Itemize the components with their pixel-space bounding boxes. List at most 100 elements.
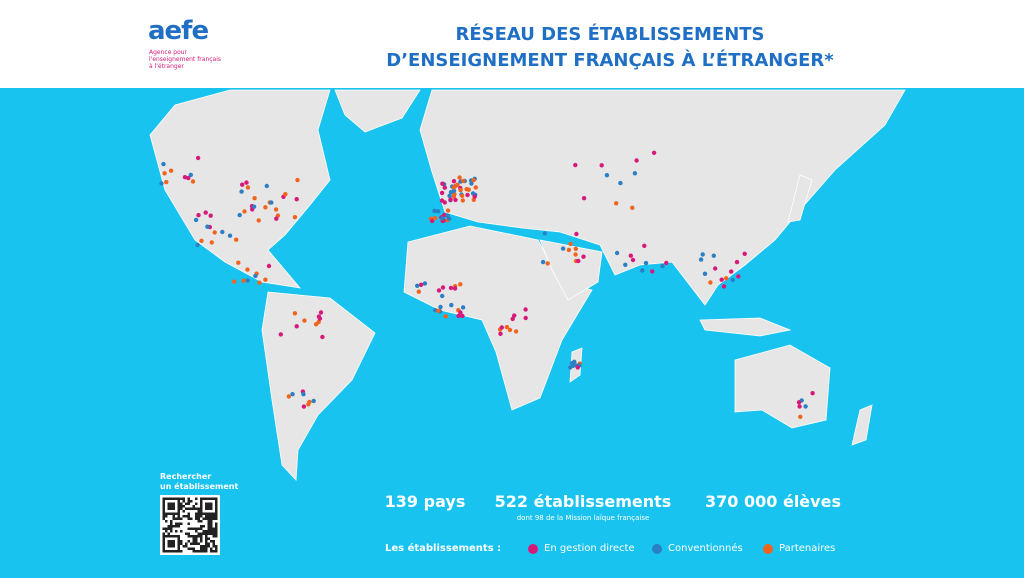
qr-module — [172, 507, 175, 510]
qr-module — [215, 522, 218, 525]
school-dot — [810, 391, 815, 396]
qr-module — [197, 520, 200, 523]
qr-module — [207, 497, 210, 500]
school-dot — [290, 392, 295, 397]
school-dot — [574, 231, 579, 237]
qr-module — [195, 515, 198, 518]
school-dot — [458, 187, 463, 193]
school-dot — [442, 185, 447, 190]
qr-module — [165, 512, 168, 515]
qr-module — [205, 540, 208, 543]
school-dot — [568, 241, 573, 247]
school-dot — [239, 189, 244, 194]
qr-module — [165, 497, 168, 500]
north-america — [149, 89, 331, 289]
school-dot — [182, 175, 188, 180]
qr-module — [207, 545, 210, 548]
school-dot — [700, 252, 705, 257]
school-dot — [306, 402, 311, 407]
qr-module — [167, 525, 170, 528]
school-dot — [445, 213, 450, 218]
qr-module — [167, 505, 170, 508]
qr-module — [205, 545, 208, 548]
qr-module — [205, 497, 208, 500]
qr-module — [207, 517, 210, 520]
school-dot — [274, 216, 279, 221]
qr-module — [202, 512, 205, 515]
qr-module — [212, 535, 215, 538]
qr-module — [165, 515, 168, 518]
school-dot — [199, 238, 204, 243]
qr-module — [162, 505, 165, 508]
school-dot — [416, 289, 421, 294]
qr-module — [207, 512, 210, 515]
qr-module — [212, 542, 215, 545]
qr-module — [177, 525, 180, 528]
qr-module — [200, 550, 203, 553]
qr-module — [207, 505, 210, 508]
school-dot — [256, 218, 261, 223]
qr-module — [180, 517, 183, 520]
qr-module — [165, 535, 168, 538]
qr-module — [170, 525, 173, 528]
qr-module — [212, 497, 215, 500]
school-dot — [798, 414, 803, 419]
legend-item: En gestion directe — [528, 543, 635, 554]
qr-module — [195, 507, 198, 510]
qr-module — [185, 507, 188, 510]
qr-module — [187, 507, 190, 510]
qr-module — [180, 502, 183, 505]
qr-module — [177, 550, 180, 553]
qr-module — [200, 527, 203, 530]
school-dot — [451, 185, 457, 190]
qr-module — [167, 497, 170, 500]
school-dot — [575, 365, 580, 370]
qr-module — [212, 540, 215, 543]
school-dot — [188, 172, 193, 178]
school-dot — [320, 334, 325, 340]
qr-module — [192, 540, 195, 543]
qr-module — [177, 512, 180, 515]
south-america — [261, 291, 376, 481]
school-dot — [195, 155, 201, 161]
qr-module — [192, 505, 195, 508]
school-dot — [186, 175, 191, 181]
school-dot — [212, 230, 217, 235]
school-dot — [643, 260, 649, 266]
qr-module — [205, 547, 208, 550]
school-dot — [614, 250, 620, 256]
qr-module — [162, 542, 165, 545]
qr-module — [177, 537, 180, 540]
qr-module — [190, 517, 193, 520]
qr-module — [210, 497, 213, 500]
qr-module — [207, 537, 210, 540]
school-dot — [632, 171, 638, 176]
qr-module — [202, 517, 205, 520]
qr-module — [162, 497, 165, 500]
school-dot — [473, 185, 478, 190]
eurasia — [419, 89, 906, 306]
school-dot — [623, 262, 628, 267]
school-dot — [442, 212, 447, 218]
school-dot — [436, 288, 442, 293]
school-dot — [418, 282, 424, 287]
qr-module — [182, 545, 185, 548]
qr-module — [170, 507, 173, 510]
school-dot — [430, 218, 435, 224]
school-dot — [164, 179, 169, 185]
qr-module — [205, 507, 208, 510]
school-dot — [640, 268, 645, 273]
school-dot — [273, 207, 279, 212]
qr-module — [172, 512, 175, 515]
qr-module — [205, 517, 208, 520]
japan — [787, 174, 813, 223]
school-dot — [650, 269, 655, 274]
qr-module — [197, 527, 200, 530]
qr-module — [167, 542, 170, 545]
qr-module — [177, 517, 180, 520]
school-dot — [581, 254, 586, 259]
qr-module — [215, 535, 218, 538]
qr-module — [207, 515, 210, 518]
school-dot — [302, 318, 307, 323]
qr-module — [167, 540, 170, 543]
